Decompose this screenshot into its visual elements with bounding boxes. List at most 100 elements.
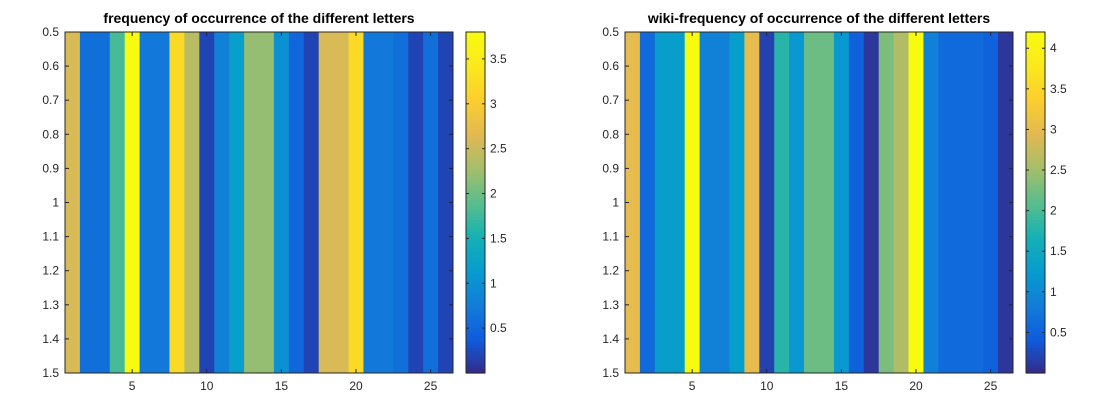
colorbar-segment [466,316,485,320]
colorbar-segment [466,185,485,189]
colorbar-segment [466,40,485,44]
colorbar-segment [1026,336,1045,340]
colorbar-segment [1026,88,1045,93]
colorbar-segment [466,117,485,121]
colorbar-segment [1026,179,1045,184]
colorbar-segment [1026,341,1045,346]
colorbar-segment [1026,165,1045,169]
colorbar-segment [1026,191,1045,195]
colorbar-segment [466,213,485,218]
colorbar-segment [466,100,485,104]
colorbar-segment [466,179,485,184]
colorbar-segment [466,108,485,113]
heatmap-cell [759,32,775,373]
heatmap-cell [983,32,999,373]
heatmap-cell [154,32,170,373]
colorbar-segment [1026,327,1045,331]
heatmap-cell [318,32,335,373]
colorbar-segment [1026,355,1045,360]
heatmap-cell [393,32,409,373]
colorbar-segment [466,267,485,272]
colorbar-segment [1026,216,1045,221]
colorbar-segment [466,162,485,167]
colorbar-tick-label: 0.5 [490,321,507,335]
heatmap-cell [819,32,835,373]
y-tick-label: 0.7 [602,93,619,107]
colorbar-segment [466,202,485,206]
colorbar-segment [466,97,485,101]
heatmap-cell [908,32,924,373]
colorbar-segment [1026,282,1045,286]
colorbar-segment [466,193,485,198]
colorbar-segment [466,370,485,374]
colorbar-segment [1026,66,1045,70]
colorbar-segment [466,196,485,201]
colorbar-segment [466,128,485,133]
colorbar-segment [466,171,485,175]
colorbar-segment [466,91,485,96]
colorbar-segment [466,83,485,87]
colorbar-segment [466,176,485,181]
colorbar-segment [1026,37,1045,42]
colorbar-segment [1026,301,1045,306]
colorbar-segment [1026,338,1045,343]
x-tick-label: 25 [424,379,438,393]
colorbar-tick-label: 2.5 [490,142,507,156]
colorbar-tick-label: 1.5 [1050,244,1067,258]
colorbar-segment [1026,43,1045,47]
colorbar-tick-label: 3 [1050,122,1057,136]
y-tick-label: 1.4 [602,332,619,346]
colorbar-segment [466,344,485,349]
colorbar-segment [1026,361,1045,366]
heatmap-cell [625,32,641,373]
heatmap-cell [789,32,805,373]
colorbar-segment [466,338,485,343]
colorbar-segment [1026,159,1045,164]
colorbar-segment [466,293,485,297]
colorbar-segment [1026,199,1045,204]
y-tick-label: 1.5 [602,366,619,380]
colorbar-segment [466,142,485,147]
colorbar-segment [1026,344,1045,349]
heatmap-cell [229,32,245,373]
colorbar-segment [466,350,485,354]
x-tick-label: 25 [984,379,998,393]
colorbar-tick-label: 0.5 [1050,325,1067,339]
colorbar-segment [466,290,485,295]
colorbar-segment [466,355,485,360]
colorbar-segment [1026,208,1045,212]
colorbar-segment [1026,245,1045,249]
colorbar-segment [1026,239,1045,243]
heatmap-cell [774,32,790,373]
chart-1: frequency of occurrence of the different… [42,10,507,393]
colorbar-segment [1026,370,1045,374]
colorbar-segment [466,341,485,346]
colorbar-segment [1026,321,1045,326]
heatmap-cell [199,32,215,373]
colorbar-segment [466,299,485,303]
heatmap-cell [833,32,850,373]
colorbar-segment [466,43,485,47]
colorbar-segment [466,85,485,90]
colorbar-segment [466,324,485,329]
colorbar-segment [1026,293,1045,297]
colorbar-segment [466,304,485,309]
x-tick-label: 20 [349,379,363,393]
heatmap-cell [363,32,379,373]
colorbar-segment [466,74,485,79]
colorbar-segment [1026,290,1045,295]
y-tick-label: 1 [52,196,59,210]
colorbar-tick-label: 3 [490,97,497,111]
colorbar-segment [1026,205,1045,209]
heatmap-cell [998,32,1014,373]
colorbar-segment [466,188,485,192]
colorbar-segment [466,105,485,110]
y-tick-label: 1.3 [602,298,619,312]
colorbar-segment [1026,171,1045,175]
colorbar-segment [1026,324,1045,329]
chart-2: wiki-frequency of occurrence of the diff… [602,10,1067,393]
colorbar-segment [466,32,485,36]
colorbar-segment [1026,34,1045,39]
x-tick-label: 10 [200,379,214,393]
